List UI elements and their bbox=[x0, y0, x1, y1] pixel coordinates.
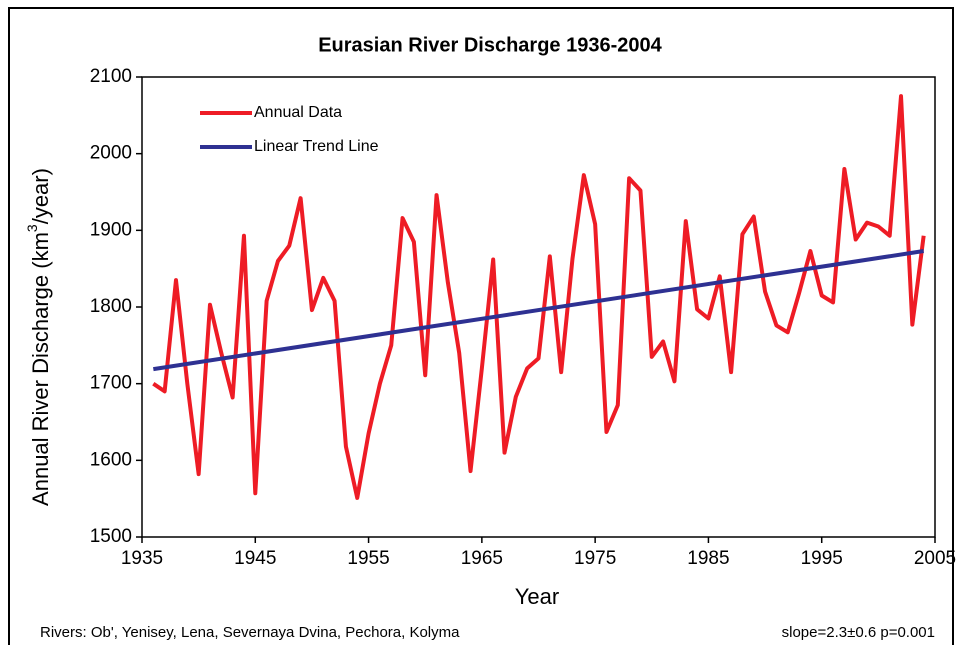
y-axis-label-superscript: 3 bbox=[24, 224, 40, 232]
y-axis-label-part: /year) bbox=[28, 168, 53, 224]
legend-label: Annual Data bbox=[254, 104, 342, 121]
legend-label: Linear Trend Line bbox=[254, 138, 379, 155]
x-axis-label: Year bbox=[515, 584, 559, 609]
y-tick-label: 1700 bbox=[90, 373, 132, 394]
y-tick-label: 1800 bbox=[90, 296, 132, 317]
y-tick-label: 1900 bbox=[90, 219, 132, 240]
x-tick-label: 1955 bbox=[347, 548, 389, 569]
x-tick-label: 1975 bbox=[574, 548, 616, 569]
x-tick-label: 1935 bbox=[121, 548, 163, 569]
footnote: slope=2.3±0.6 p=0.001 bbox=[782, 624, 935, 641]
y-tick-label: 1600 bbox=[90, 449, 132, 470]
y-tick-label: 1500 bbox=[90, 526, 132, 547]
y-axis-label-part: Annual River Discharge (km bbox=[28, 232, 53, 506]
x-tick-label: 1985 bbox=[687, 548, 729, 569]
x-tick-label: 1965 bbox=[461, 548, 503, 569]
y-axis-label: Annual River Discharge (km3/year) bbox=[24, 168, 53, 506]
x-tick-label: 2005 bbox=[914, 548, 956, 569]
x-tick-label: 1995 bbox=[801, 548, 843, 569]
chart-frame bbox=[8, 7, 954, 645]
y-tick-label: 2100 bbox=[90, 66, 132, 87]
x-tick-label: 1945 bbox=[234, 548, 276, 569]
chart-title: Eurasian River Discharge 1936-2004 bbox=[318, 34, 662, 56]
data-line bbox=[153, 249, 924, 372]
y-tick-label: 2000 bbox=[90, 143, 132, 164]
footnote: Rivers: Ob', Yenisey, Lena, Severnaya Dv… bbox=[40, 624, 460, 641]
data-line bbox=[152, 94, 926, 500]
